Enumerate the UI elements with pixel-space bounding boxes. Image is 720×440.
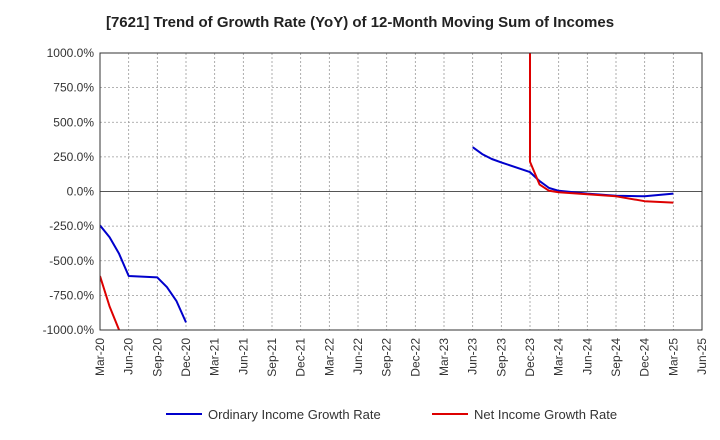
y-tick-label: -500.0%: [49, 254, 94, 268]
ordinary-income-line: [472, 146, 674, 198]
x-tick-label: Jun-22: [351, 338, 365, 375]
x-tick-label: Dec-22: [408, 338, 422, 377]
chart-title: [7621] Trend of Growth Rate (YoY) of 12-…: [105, 14, 615, 31]
x-tick-label: Jun-23: [466, 338, 480, 375]
x-tick-label: Sep-21: [265, 338, 279, 377]
y-tick-label: -750.0%: [49, 288, 94, 302]
y-tick-label: 750.0%: [53, 81, 94, 95]
x-tick-label: Jun-20: [122, 338, 136, 375]
x-tick-label: Dec-21: [294, 338, 308, 377]
x-tick-label: Dec-23: [523, 338, 537, 377]
legend-label: Net Income Growth Rate: [474, 407, 617, 422]
x-tick-label: Mar-24: [552, 338, 566, 376]
y-tick-label: -250.0%: [49, 219, 94, 233]
x-tick-label: Dec-24: [638, 338, 652, 377]
y-tick-label: -1000.0%: [43, 323, 95, 337]
x-tick-label: Jun-21: [236, 338, 250, 375]
x-tick-label: Jun-24: [580, 338, 594, 375]
y-tick-label: 1000.0%: [47, 46, 95, 60]
plot-border: [99, 52, 703, 331]
x-tick-label: Mar-22: [322, 338, 336, 376]
y-tick-label: 0.0%: [67, 185, 95, 199]
x-tick-label: Sep-24: [609, 338, 623, 377]
x-tick-label: Mar-25: [666, 338, 680, 376]
y-tick-label: 500.0%: [53, 115, 94, 129]
x-tick-label: Mar-21: [208, 338, 222, 376]
x-tick-label: Mar-23: [437, 338, 451, 376]
x-tick-label: Sep-22: [380, 338, 394, 377]
x-tick-label: Jun-25: [695, 338, 709, 375]
net-income-line: [529, 53, 674, 204]
net-income-line: [100, 275, 121, 331]
x-tick-label: Dec-20: [179, 338, 193, 377]
x-tick-label: Sep-20: [150, 338, 164, 377]
y-tick-label: 250.0%: [53, 150, 94, 164]
ordinary-income-line: [100, 224, 187, 323]
x-tick-label: Sep-23: [494, 338, 508, 377]
legend-label: Ordinary Income Growth Rate: [208, 407, 381, 422]
x-tick-label: Mar-20: [93, 338, 107, 376]
